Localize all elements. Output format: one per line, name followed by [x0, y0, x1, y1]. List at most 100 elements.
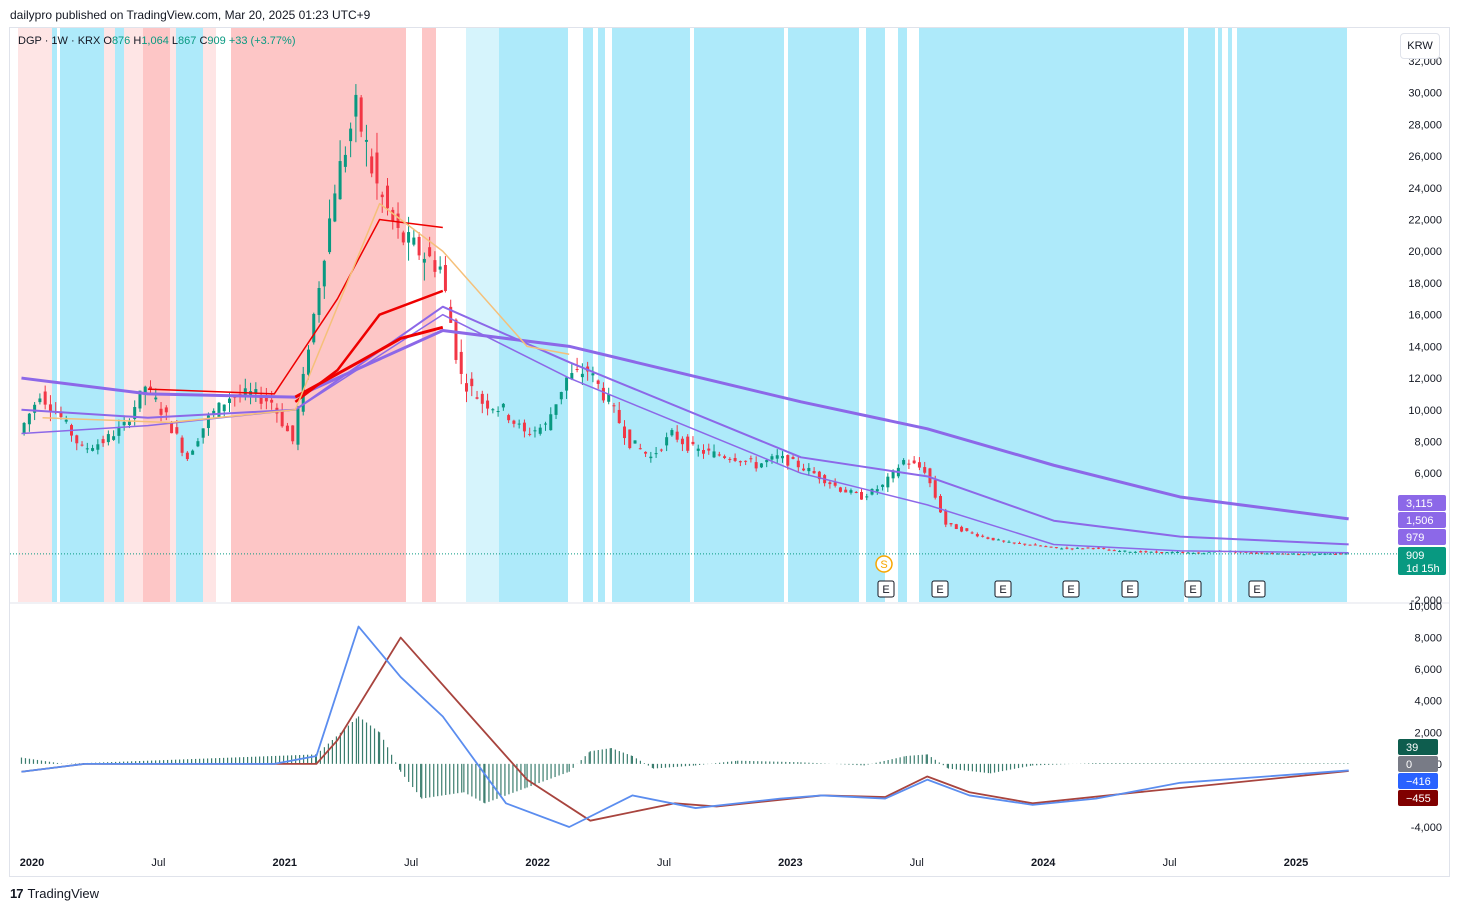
candle-body [565, 377, 569, 391]
time-axis-tick: Jul [657, 857, 671, 869]
candle-body [902, 460, 906, 465]
price-axis-tick: -2,000 [1411, 595, 1442, 607]
candle-body [43, 391, 47, 405]
candle-body [217, 402, 221, 418]
candle-body [328, 218, 332, 253]
candle-body [486, 400, 490, 409]
candle-body [143, 386, 147, 395]
candle-body [312, 313, 316, 343]
footer: 17 TradingView [10, 886, 99, 901]
candle-body [512, 420, 516, 424]
price-axis-tick: 10,000 [1408, 405, 1442, 417]
session-band [115, 28, 124, 602]
candle-body [1186, 552, 1190, 554]
legend-close: 909 [207, 35, 226, 47]
candle-body [712, 451, 716, 458]
candle-body [106, 434, 110, 443]
legend-open-label: O [103, 35, 112, 47]
candle-body [1065, 547, 1069, 549]
session-band [466, 28, 499, 602]
time-axis-tick: Jul [1163, 857, 1177, 869]
session-band [1188, 28, 1215, 602]
candle-body [180, 437, 184, 453]
candle-body [1012, 542, 1016, 544]
candle-body [285, 425, 289, 432]
price-axis-tick: 30,000 [1408, 88, 1442, 100]
candle-body [601, 387, 605, 401]
candle-body [559, 392, 563, 400]
earnings-event-label: E [882, 584, 889, 596]
price-axis-tick: 24,000 [1408, 183, 1442, 195]
candle-body [1039, 545, 1043, 547]
candle-body [554, 404, 558, 415]
candle-body [454, 319, 458, 360]
candle-body [812, 471, 816, 474]
candle-body [212, 410, 216, 416]
candle-body [844, 489, 848, 493]
session-band [598, 28, 605, 602]
candle-body [264, 395, 268, 402]
candle-body [691, 441, 695, 445]
candle-body [981, 535, 985, 537]
legend-close-label: C [199, 35, 208, 47]
candle-body [359, 97, 363, 132]
candle-body [175, 427, 179, 434]
candle-body [738, 461, 742, 463]
split-event-icon [875, 555, 893, 573]
currency-unit-button[interactable]: KRW [1400, 33, 1440, 59]
macd-line [21, 625, 1349, 828]
earnings-event-label: E [1126, 584, 1133, 596]
candle-body [470, 378, 474, 387]
candle-body [1023, 543, 1027, 545]
earnings-event-icon [1121, 580, 1139, 598]
candle-body [412, 237, 416, 245]
candle-body [196, 441, 200, 447]
earnings-event-icon [994, 580, 1012, 598]
candle-body [1339, 553, 1343, 555]
candle-body [1302, 554, 1306, 556]
candle-body [1334, 553, 1337, 555]
candle-body [270, 399, 274, 403]
candle-body [422, 258, 426, 263]
price-axis-tick: 14,000 [1408, 341, 1442, 353]
candle-body [1297, 554, 1301, 556]
candle-body [1086, 547, 1090, 549]
time-axis-tick: 2022 [525, 857, 549, 869]
candle-body [1176, 551, 1179, 553]
candle-body [22, 422, 26, 434]
candle-body [817, 471, 821, 480]
macd-axis-tick: 4,000 [1414, 696, 1442, 708]
time-axis-tick: Jul [910, 857, 924, 869]
candle-body [1044, 546, 1048, 548]
candle-body [101, 439, 105, 444]
candle-body [886, 476, 890, 488]
candle-body [391, 209, 395, 222]
earnings-event-label: E [1189, 584, 1196, 596]
candle-body [307, 349, 310, 375]
session-band [583, 28, 593, 602]
earnings-event-label: E [1067, 584, 1074, 596]
candle-body [770, 456, 774, 460]
price-axis-tick: 18,000 [1408, 278, 1442, 290]
candle-body [765, 460, 769, 463]
session-band [309, 28, 406, 602]
candle-body [75, 435, 79, 444]
candle-body [1033, 544, 1037, 546]
price-tag [1398, 529, 1446, 545]
session-band [176, 28, 203, 602]
moving-average-line [21, 305, 1349, 546]
session-band [52, 28, 57, 602]
candle-body [317, 288, 321, 315]
session-band [143, 28, 170, 602]
session-band [170, 28, 176, 602]
candle-body [291, 425, 295, 442]
candle-body [1070, 548, 1074, 550]
candle-body [507, 415, 511, 421]
candle-body [654, 453, 658, 455]
candle-body [64, 419, 68, 422]
moving-average-line [147, 218, 443, 395]
candle-body [501, 403, 505, 408]
macd-axis-tick: -4,000 [1411, 822, 1442, 834]
price-tag [1398, 512, 1446, 528]
